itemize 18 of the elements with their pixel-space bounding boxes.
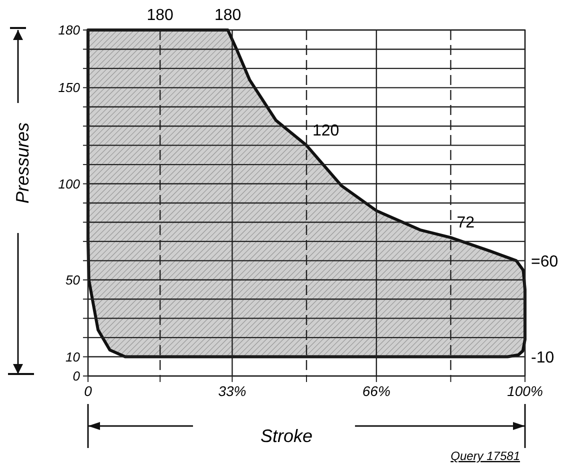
annotation: =60	[531, 253, 558, 270]
x-tick-label: 66%	[362, 383, 390, 399]
x-tick-label: 0	[84, 383, 92, 399]
y-tick-label: 50	[66, 272, 81, 288]
annotation: 180	[214, 7, 242, 24]
text: Query 17581	[450, 449, 520, 463]
y-tick-label: 10	[66, 349, 81, 364]
annotation: 120	[312, 122, 340, 140]
y-tick-label: 0	[72, 368, 81, 384]
annotation: 180	[146, 7, 174, 24]
y-tick-label: 150	[58, 80, 81, 96]
y-tick-label: 100	[58, 176, 81, 192]
x-tick-label: 100%	[507, 383, 543, 399]
annotation: -10	[531, 349, 554, 366]
x-tick-label: 33%	[218, 383, 246, 399]
y-axis-title: Pressures	[12, 122, 32, 204]
y-tick-label: 180	[58, 22, 81, 38]
x-axis-title: Stroke	[260, 426, 313, 446]
